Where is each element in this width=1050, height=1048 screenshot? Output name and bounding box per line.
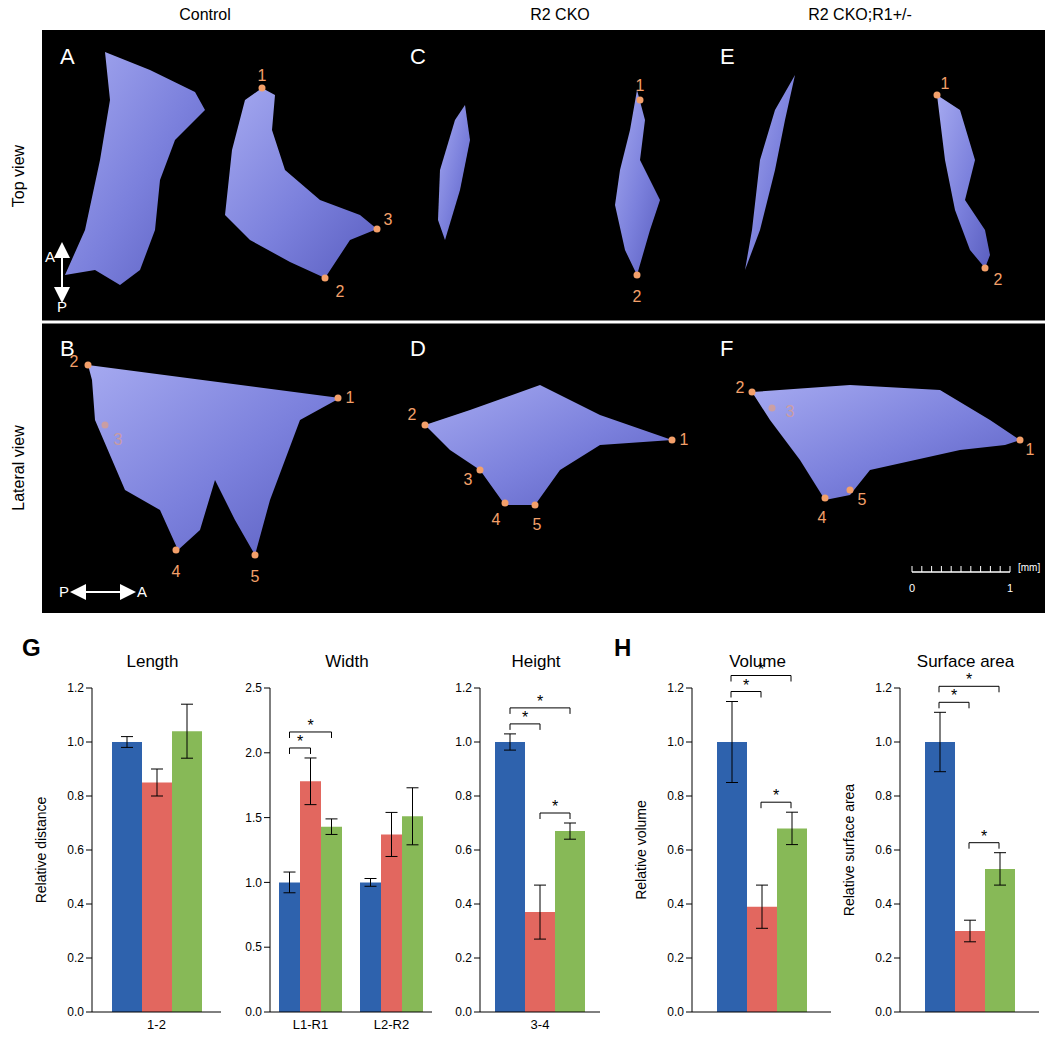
svg-text:5: 5 <box>251 568 260 585</box>
svg-text:0.2: 0.2 <box>667 951 684 965</box>
svg-text:Control: Control <box>179 6 231 23</box>
svg-text:*: * <box>981 828 987 845</box>
svg-text:4: 4 <box>492 511 501 528</box>
svg-text:1.2: 1.2 <box>67 681 84 695</box>
svg-text:0.0: 0.0 <box>667 1005 684 1019</box>
svg-text:0.0: 0.0 <box>875 1005 892 1019</box>
svg-text:Relative volume: Relative volume <box>633 800 649 900</box>
svg-text:*: * <box>537 693 543 710</box>
svg-text:2: 2 <box>408 406 417 423</box>
svg-text:2: 2 <box>994 271 1003 288</box>
svg-text:*: * <box>522 709 528 726</box>
svg-text:1.2: 1.2 <box>667 681 684 695</box>
svg-text:0.8: 0.8 <box>67 789 84 803</box>
svg-text:0.0: 0.0 <box>455 1005 472 1019</box>
svg-text:1: 1 <box>346 389 355 406</box>
svg-text:0.0: 0.0 <box>245 1005 262 1019</box>
svg-text:L1-R1: L1-R1 <box>293 1017 328 1032</box>
svg-text:0.4: 0.4 <box>667 897 684 911</box>
svg-text:3: 3 <box>464 471 473 488</box>
svg-text:3: 3 <box>114 431 123 448</box>
svg-text:E: E <box>720 44 735 69</box>
svg-text:0.6: 0.6 <box>875 843 892 857</box>
svg-text:2: 2 <box>633 288 642 305</box>
svg-text:0.2: 0.2 <box>67 951 84 965</box>
svg-text:*: * <box>966 671 972 688</box>
svg-text:2: 2 <box>336 283 345 300</box>
svg-text:*: * <box>743 677 749 694</box>
svg-text:5: 5 <box>533 516 542 533</box>
svg-text:*: * <box>758 661 764 678</box>
svg-text:3: 3 <box>786 403 795 420</box>
svg-text:1: 1 <box>941 75 950 92</box>
svg-text:Lateral view: Lateral view <box>10 425 27 511</box>
svg-text:4: 4 <box>818 509 827 526</box>
svg-text:[mm]: [mm] <box>1018 562 1040 573</box>
svg-text:1.0: 1.0 <box>455 735 472 749</box>
svg-text:A: A <box>60 44 75 69</box>
svg-text:L2-R2: L2-R2 <box>374 1017 409 1032</box>
svg-text:1.0: 1.0 <box>667 735 684 749</box>
svg-text:A: A <box>45 248 55 265</box>
svg-text:0.2: 0.2 <box>455 951 472 965</box>
svg-text:0.4: 0.4 <box>67 897 84 911</box>
svg-text:*: * <box>307 717 313 734</box>
svg-text:C: C <box>410 44 426 69</box>
svg-text:Top view: Top view <box>10 144 27 207</box>
svg-text:4: 4 <box>172 563 181 580</box>
svg-text:2.0: 2.0 <box>245 746 262 760</box>
svg-text:0.4: 0.4 <box>875 897 892 911</box>
svg-text:0.4: 0.4 <box>455 897 472 911</box>
svg-text:0.8: 0.8 <box>875 789 892 803</box>
svg-text:1: 1 <box>1026 441 1035 458</box>
svg-text:F: F <box>720 336 733 361</box>
svg-text:R2 CKO;R1+/-: R2 CKO;R1+/- <box>808 6 912 23</box>
svg-text:1.0: 1.0 <box>875 735 892 749</box>
svg-text:P: P <box>57 298 67 315</box>
svg-text:R2 CKO: R2 CKO <box>530 6 590 23</box>
svg-text:1.2: 1.2 <box>875 681 892 695</box>
svg-text:1.0: 1.0 <box>67 735 84 749</box>
svg-text:2: 2 <box>736 379 745 396</box>
svg-text:Relative distance: Relative distance <box>33 796 49 903</box>
svg-text:1: 1 <box>636 77 645 94</box>
svg-text:1: 1 <box>1007 582 1013 594</box>
svg-text:0.6: 0.6 <box>455 843 472 857</box>
svg-text:0: 0 <box>909 582 915 594</box>
svg-text:2.5: 2.5 <box>245 681 262 695</box>
svg-text:3-4: 3-4 <box>531 1017 550 1032</box>
svg-text:A: A <box>137 583 147 600</box>
svg-text:*: * <box>297 733 303 750</box>
svg-text:2: 2 <box>70 353 79 370</box>
svg-text:P: P <box>59 583 69 600</box>
svg-text:1.2: 1.2 <box>455 681 472 695</box>
svg-text:0.0: 0.0 <box>67 1005 84 1019</box>
svg-text:D: D <box>410 336 426 361</box>
svg-text:*: * <box>951 687 957 704</box>
svg-text:1: 1 <box>258 67 267 84</box>
svg-text:1.0: 1.0 <box>245 876 262 890</box>
svg-text:1-2: 1-2 <box>147 1017 166 1032</box>
svg-text:*: * <box>773 787 779 804</box>
svg-text:*: * <box>552 798 558 815</box>
svg-text:0.6: 0.6 <box>667 843 684 857</box>
svg-text:0.5: 0.5 <box>245 940 262 954</box>
svg-text:0.8: 0.8 <box>455 789 472 803</box>
svg-text:5: 5 <box>858 491 867 508</box>
svg-text:3: 3 <box>384 211 393 228</box>
svg-text:1.5: 1.5 <box>245 811 262 825</box>
svg-text:1: 1 <box>680 431 689 448</box>
svg-text:Relative surface area: Relative surface area <box>841 784 857 917</box>
svg-text:0.2: 0.2 <box>875 951 892 965</box>
svg-text:0.8: 0.8 <box>667 789 684 803</box>
svg-text:0.6: 0.6 <box>67 843 84 857</box>
